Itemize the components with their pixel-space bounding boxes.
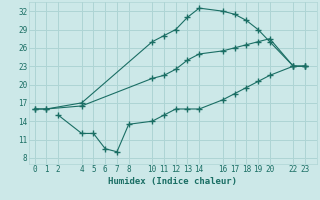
X-axis label: Humidex (Indice chaleur): Humidex (Indice chaleur): [108, 177, 237, 186]
